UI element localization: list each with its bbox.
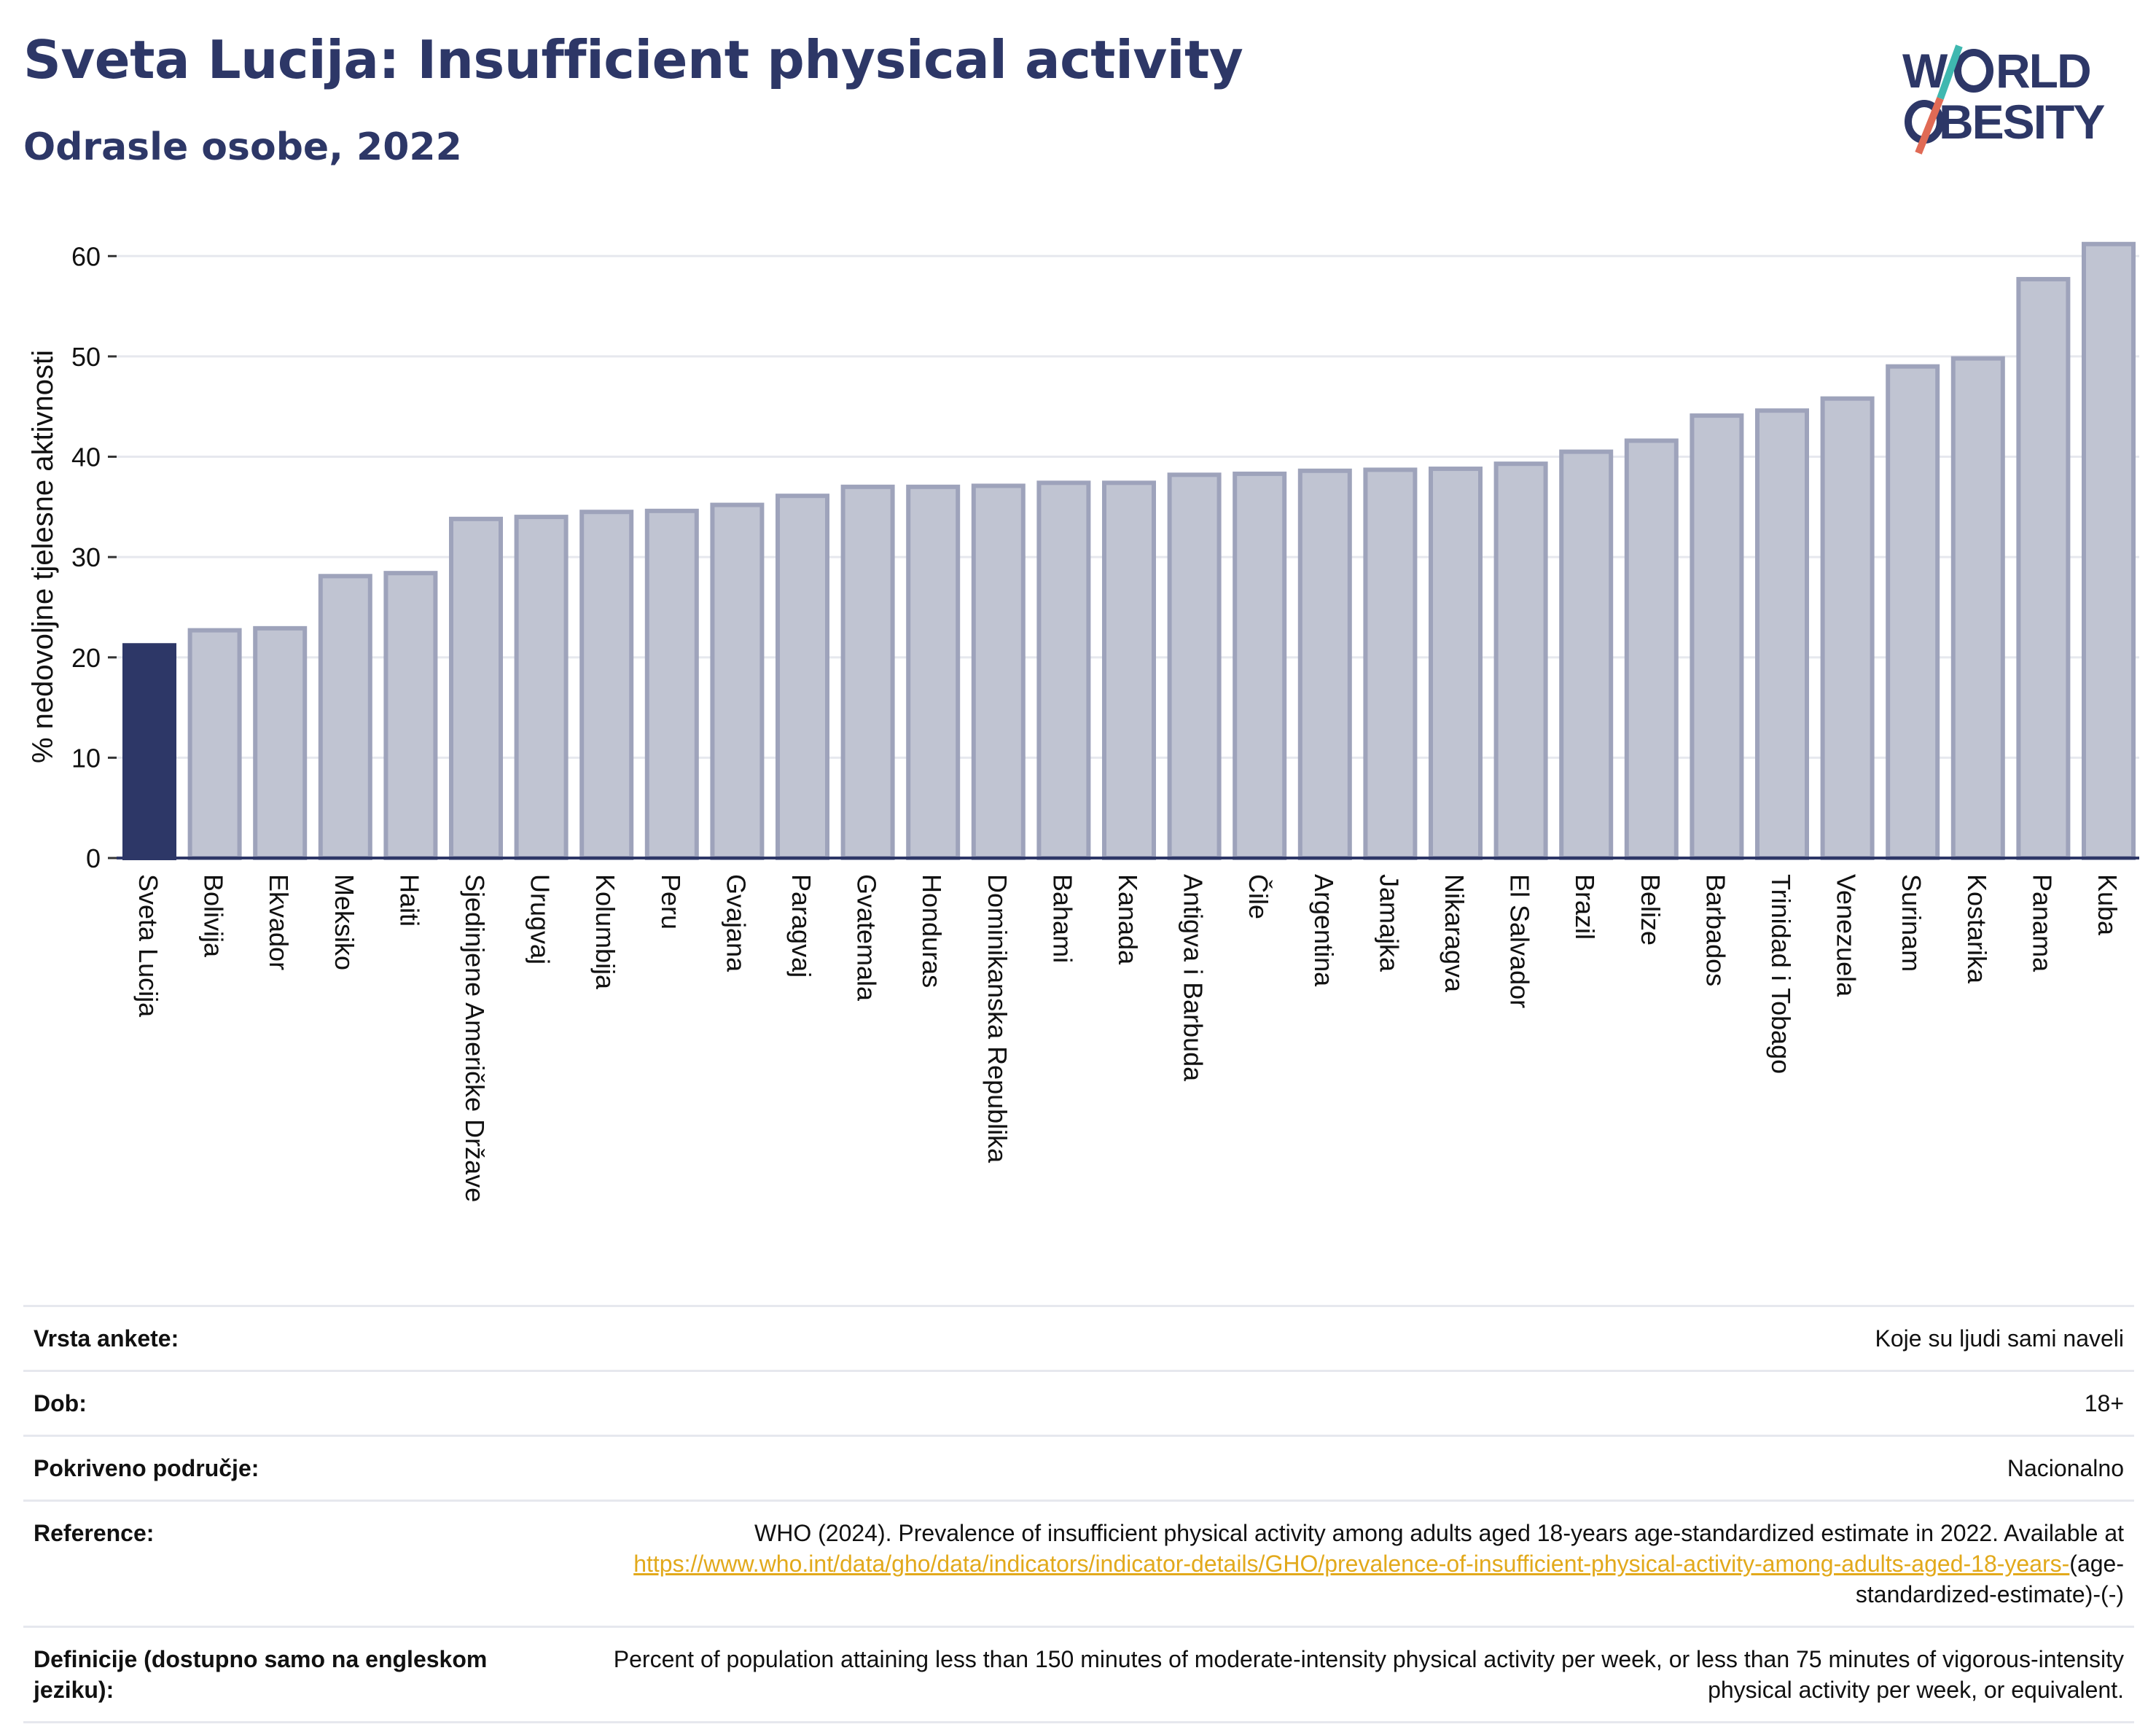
reference-label: Reference: (34, 1520, 155, 1546)
bar-antigva-i-barbuda (1167, 472, 1222, 860)
bars (122, 241, 2136, 861)
x-tick-label: Brazil (1570, 874, 1600, 940)
x-tick-label: Gvatemala (852, 874, 882, 1002)
x-tick-label: Gvajana (721, 874, 751, 972)
bar-barbados (1690, 413, 1744, 861)
x-tick-label: Honduras (917, 874, 947, 988)
x-tick-label: Kostarika (1962, 874, 1992, 984)
meta-row-survey-type: Vrsta ankete: Koje su ljudi sami naveli (23, 1305, 2134, 1370)
reference-text: WHO (2024). Prevalence of insufficient p… (754, 1520, 2124, 1546)
bar-urugvaj (514, 515, 569, 860)
meta-row-definition: Definicije (dostupno samo na engleskom j… (23, 1626, 2134, 1723)
x-tick-label: Ekvador (264, 874, 294, 970)
bar-trinidad-i-tobago (1755, 408, 1809, 860)
page-title: Sveta Lucija: Insufficient physical acti… (23, 29, 1243, 90)
y-tick-label: 30 (71, 542, 101, 572)
svg-text:BESITY: BESITY (1939, 95, 2104, 149)
world-obesity-logo: W RLD BESITY (1902, 44, 2106, 155)
x-tick-label: Belize (1636, 874, 1665, 946)
bar-honduras (906, 484, 961, 860)
bar-surinam (1886, 364, 1940, 860)
bar-chart: 0 10 20 30 40 50 60 Sveta Lucija Bolivija Ekvado… (27, 241, 2139, 1202)
x-tick-label: Sveta Lucija (133, 874, 163, 1018)
survey-type-value: Koje su ljudi sami naveli (1875, 1325, 2125, 1352)
age-value: 18+ (2084, 1390, 2124, 1416)
reference-suffix: (age-standardized-estimate)-(-) (1855, 1551, 2124, 1607)
bar-kolumbija (579, 510, 634, 860)
y-tick-label: 10 (71, 743, 101, 773)
definition-value: Percent of population attaining less tha… (613, 1646, 2124, 1703)
age-label: Dob: (34, 1390, 87, 1416)
bar-nikaragva (1429, 467, 1483, 860)
bar-kanada (1102, 480, 1156, 860)
bar-kuba (2082, 241, 2136, 861)
bar-paragvaj (776, 494, 829, 860)
page-subtitle: Odrasle osobe, 2022 (23, 125, 462, 169)
bar-ekvador (253, 625, 308, 860)
reference-link[interactable]: https://www.who.int/data/gho/data/indica… (633, 1551, 2070, 1577)
x-tick-label: Venezuela (1832, 874, 1862, 997)
y-tick-label: 20 (71, 643, 101, 673)
x-tick-label: Haiti (394, 874, 424, 927)
bar-bolivija (187, 628, 242, 860)
meta-row-coverage: Pokriveno područje: Nacionalno (23, 1435, 2134, 1500)
x-tick-label: Kolumbija (590, 874, 620, 990)
bar-gvajana (710, 502, 765, 860)
bar-sjedinjene-američke-države (449, 516, 503, 860)
bar-venezuela (1820, 396, 1875, 860)
x-tick-label: Jamajka (1374, 874, 1404, 972)
svg-text:RLD: RLD (1996, 44, 2090, 98)
y-axis-label: % nedovoljne tjelesne aktivnosti (27, 350, 59, 763)
y-tick-labels: 0 10 20 30 40 50 60 (71, 241, 117, 873)
coverage-label: Pokriveno područje: (34, 1455, 259, 1481)
bar-čile (1233, 471, 1287, 860)
survey-type-label: Vrsta ankete: (34, 1325, 179, 1352)
metadata-table: Vrsta ankete: Koje su ljudi sami naveli … (23, 1305, 2134, 1723)
bar-jamajka (1363, 467, 1418, 860)
bar-peru (644, 508, 699, 860)
x-tick-label: Dominikanska Republika (983, 874, 1012, 1163)
x-tick-label: Meksiko (329, 874, 359, 970)
meta-row-reference: Reference: WHO (2024). Prevalence of ins… (23, 1500, 2134, 1626)
bar-sveta-lucija (122, 643, 176, 860)
x-tick-label: Surinam (1897, 874, 1926, 972)
x-tick-labels: Sveta Lucija Bolivija Ekvador Meksiko Haiti S… (133, 874, 2122, 1202)
x-tick-label: Bolivija (199, 874, 229, 958)
x-tick-label: Antigva i Barbuda (1179, 874, 1208, 1082)
x-tick-label: Kanada (1113, 874, 1143, 965)
bar-haiti (383, 571, 438, 861)
bar-dominikanska-republika (971, 483, 1026, 860)
bar-bahami (1036, 480, 1091, 860)
bar-meksiko (318, 574, 372, 860)
definition-label: Definicije (dostupno samo na engleskom j… (34, 1646, 488, 1703)
x-tick-label: Trinidad i Tobago (1766, 874, 1796, 1074)
bar-kostarika (1950, 356, 2005, 860)
reference-value: WHO (2024). Prevalence of insufficient p… (558, 1518, 2124, 1610)
x-tick-label: Barbados (1700, 874, 1730, 986)
x-tick-label: El Salvador (1505, 874, 1535, 1008)
x-tick-label: Nikaragva (1440, 874, 1469, 993)
x-tick-label: Kuba (2093, 874, 2122, 936)
bar-belize (1624, 438, 1679, 860)
x-tick-label: Paragvaj (786, 874, 816, 978)
x-tick-label: Sjedinjene Američke Države (460, 874, 490, 1202)
y-tick-label: 40 (71, 442, 101, 472)
bar-argentina (1297, 468, 1352, 860)
bar-brazil (1559, 449, 1614, 860)
x-tick-label: Bahami (1047, 874, 1077, 963)
x-tick-label: Urugvaj (526, 874, 555, 964)
x-tick-label: Čile (1243, 874, 1273, 919)
bar-el-salvador (1493, 461, 1548, 860)
coverage-value: Nacionalno (2007, 1455, 2124, 1481)
y-tick-label: 60 (71, 241, 101, 271)
bar-gvatemala (840, 484, 895, 860)
x-tick-label: Peru (656, 874, 686, 929)
bar-panama (2016, 276, 2071, 860)
meta-row-age: Dob: 18+ (23, 1370, 2134, 1435)
y-tick-label: 0 (86, 843, 101, 873)
x-tick-label: Panama (2027, 874, 2057, 972)
y-tick-label: 50 (71, 342, 101, 372)
x-tick-label: Argentina (1309, 874, 1339, 987)
